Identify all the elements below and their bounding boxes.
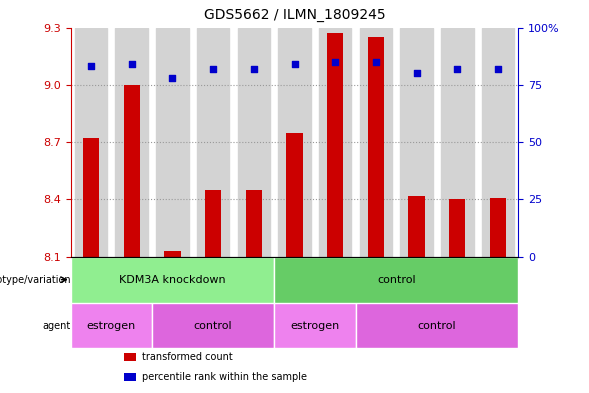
Bar xyxy=(156,28,188,257)
FancyBboxPatch shape xyxy=(356,303,518,349)
Bar xyxy=(368,37,384,257)
Bar xyxy=(286,132,303,257)
Bar xyxy=(237,28,270,257)
Bar xyxy=(197,28,229,257)
Bar xyxy=(124,353,135,360)
Title: GDS5662 / ILMN_1809245: GDS5662 / ILMN_1809245 xyxy=(204,8,385,22)
Bar xyxy=(482,28,514,257)
Point xyxy=(249,66,259,72)
Text: transformed count: transformed count xyxy=(143,352,233,362)
Text: genotype/variation: genotype/variation xyxy=(0,275,71,285)
Bar xyxy=(401,28,433,257)
Bar xyxy=(327,33,343,257)
FancyBboxPatch shape xyxy=(71,257,274,303)
Text: estrogen: estrogen xyxy=(290,321,339,331)
Bar xyxy=(75,28,107,257)
FancyBboxPatch shape xyxy=(274,257,518,303)
Point xyxy=(371,59,380,65)
Text: estrogen: estrogen xyxy=(87,321,136,331)
Text: agent: agent xyxy=(42,321,71,331)
Text: percentile rank within the sample: percentile rank within the sample xyxy=(143,372,307,382)
Text: control: control xyxy=(194,321,233,331)
Bar xyxy=(124,373,135,381)
Point xyxy=(290,61,299,67)
Point xyxy=(209,66,218,72)
Bar xyxy=(164,251,181,257)
Point xyxy=(127,61,137,67)
Bar xyxy=(246,190,262,257)
Text: control: control xyxy=(418,321,456,331)
Text: KDM3A knockdown: KDM3A knockdown xyxy=(119,275,226,285)
Bar xyxy=(360,28,392,257)
Bar xyxy=(319,28,352,257)
FancyBboxPatch shape xyxy=(274,303,356,349)
Bar xyxy=(490,198,506,257)
Text: control: control xyxy=(377,275,416,285)
Bar xyxy=(441,28,474,257)
Point xyxy=(168,75,177,81)
Point xyxy=(493,66,502,72)
Bar xyxy=(408,196,425,257)
FancyBboxPatch shape xyxy=(71,303,152,349)
FancyBboxPatch shape xyxy=(152,303,274,349)
Bar xyxy=(278,28,311,257)
Bar xyxy=(124,85,140,257)
Point xyxy=(412,70,421,77)
Point xyxy=(87,63,96,70)
Bar xyxy=(115,28,148,257)
Point xyxy=(452,66,462,72)
Bar xyxy=(205,190,221,257)
Bar xyxy=(449,200,465,257)
Point xyxy=(330,59,340,65)
Bar xyxy=(83,138,99,257)
